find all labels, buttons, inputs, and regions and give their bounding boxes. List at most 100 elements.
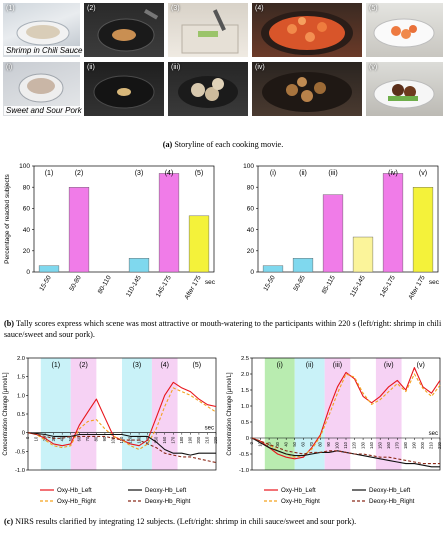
scene-label: (4) bbox=[165, 170, 174, 177]
x-tick-label: 15-50 bbox=[38, 274, 53, 292]
scene-band-label: (2) bbox=[79, 362, 88, 369]
scene-band bbox=[324, 358, 351, 470]
y-tick-label: 2.0 bbox=[17, 356, 25, 362]
legend-label: Oxy-Hb_Right bbox=[281, 498, 320, 505]
series-line bbox=[251, 437, 440, 465]
y-tick-label: 100 bbox=[243, 163, 254, 170]
bar bbox=[68, 187, 90, 273]
photo-bowl-pork bbox=[18, 73, 64, 103]
caption-letter: (c) bbox=[4, 517, 14, 526]
x-tick-label: 50-80 bbox=[68, 274, 83, 292]
x-tick-label: 70 bbox=[85, 436, 90, 441]
x-tick-label: 140 bbox=[369, 441, 374, 449]
scene-number: (i) bbox=[6, 64, 13, 71]
x-tick-label: 80 bbox=[318, 441, 323, 446]
x-tick-label: 80 bbox=[94, 436, 99, 441]
x-unit-label: sec bbox=[429, 279, 440, 286]
x-tick-label: 80-110 bbox=[97, 274, 113, 295]
legend-label: Oxy-Hb_Right bbox=[57, 498, 96, 505]
x-tick-label: 60 bbox=[300, 441, 305, 446]
plot-frame bbox=[33, 165, 215, 273]
x-tick-label: 40 bbox=[59, 436, 64, 441]
scene-number: (iv) bbox=[255, 64, 265, 71]
scene-number: (3) bbox=[171, 5, 180, 12]
legend-label: Deoxy-Hb_Right bbox=[145, 498, 191, 505]
y-tick-label: 0 bbox=[26, 269, 30, 276]
photo-bowl-shrimp bbox=[16, 20, 70, 46]
x-tick-label: 190 bbox=[412, 441, 417, 449]
scene-number: (4) bbox=[255, 5, 264, 12]
y-tick-label: 80 bbox=[247, 184, 255, 191]
y-tick-label: 40 bbox=[23, 227, 31, 234]
scene-band-label: (4) bbox=[160, 362, 169, 369]
y-tick-label: 0 bbox=[246, 436, 249, 442]
row-label-shrimp: Shrimp in Chili Sauce bbox=[4, 46, 85, 55]
x-tick-label: 30 bbox=[275, 441, 280, 446]
legend-label: Deoxy-Hb_Left bbox=[369, 487, 411, 494]
scene-band-label: (ii) bbox=[306, 362, 314, 369]
bar bbox=[412, 187, 434, 273]
series-line bbox=[27, 432, 216, 456]
photo-frame: (2) bbox=[84, 3, 164, 57]
x-tick-label: 10 bbox=[258, 441, 263, 446]
y-tick-label: 20 bbox=[23, 248, 31, 255]
x-tick-label: 115-145 bbox=[349, 274, 367, 298]
photo-frame: (v) bbox=[366, 62, 443, 116]
x-tick-label: 200 bbox=[196, 436, 201, 444]
scene-band bbox=[151, 358, 178, 470]
scene-label: (iv) bbox=[388, 170, 398, 177]
series-line bbox=[27, 432, 217, 464]
scene-band bbox=[122, 358, 152, 470]
x-unit-label: sec bbox=[205, 426, 214, 432]
x-tick-label: 150 bbox=[377, 441, 382, 449]
scene-number: (iii) bbox=[171, 64, 181, 71]
x-tick-label: 130 bbox=[360, 441, 365, 449]
scene-band-label: (iii) bbox=[333, 362, 342, 369]
y-tick-label: -1.0 bbox=[239, 468, 249, 474]
y-tick-label: 20 bbox=[247, 248, 255, 255]
x-tick-label: 220 bbox=[437, 441, 442, 449]
scene-number: (ii) bbox=[87, 64, 95, 71]
scene-number: (v) bbox=[369, 64, 378, 71]
y-tick-label: 60 bbox=[23, 206, 31, 213]
scene-band-label: (1) bbox=[51, 362, 60, 369]
x-tick-label: 70 bbox=[309, 441, 314, 446]
x-tick-label: 160 bbox=[386, 441, 391, 449]
x-tick-label: 50 bbox=[68, 436, 73, 441]
y-tick-label: 1.5 bbox=[241, 388, 249, 394]
x-tick-label: 220 bbox=[213, 436, 218, 444]
photo-plated-shrimp bbox=[373, 18, 435, 48]
x-tick-label: 150 bbox=[153, 436, 158, 444]
x-unit-label: sec bbox=[205, 279, 216, 286]
caption-text: NIRS results clarified by integrating 12… bbox=[13, 517, 357, 526]
photo-frying-pork bbox=[178, 76, 238, 108]
photo-shrimp-in-pan bbox=[261, 11, 353, 55]
y-tick-label: -0.5 bbox=[15, 449, 25, 455]
photo-pan-frying bbox=[97, 8, 159, 52]
x-tick-label: 180 bbox=[179, 436, 184, 444]
bar bbox=[158, 173, 180, 273]
bar bbox=[262, 265, 284, 273]
y-axis-label: Concentration Change [μmol/L] bbox=[3, 372, 9, 456]
line-chart-shrimp: (1) (2) (3) (4) (5) Concentration Change [μmo… bbox=[3, 356, 218, 505]
scene-label: (v) bbox=[419, 170, 427, 177]
y-tick-label: 0.5 bbox=[17, 412, 25, 418]
x-tick-label: 160 bbox=[162, 436, 167, 444]
bar bbox=[38, 265, 60, 273]
bar bbox=[128, 258, 150, 273]
y-axis-label: Concentration Change [μmol/L] bbox=[227, 372, 233, 456]
x-tick-label: 85-115 bbox=[321, 274, 337, 295]
photo-frame: (iii) bbox=[168, 62, 248, 116]
legend-label: Oxy-Hb_Left bbox=[57, 487, 92, 494]
bar bbox=[292, 258, 314, 273]
bar bbox=[352, 236, 374, 273]
photo-cutting-board bbox=[181, 9, 239, 54]
x-tick-label: 120 bbox=[352, 441, 357, 449]
caption-letter: (b) bbox=[4, 319, 15, 328]
photo-pork-wok bbox=[262, 72, 352, 112]
legend-label: Deoxy-Hb_Right bbox=[369, 498, 415, 505]
x-tick-label: 50-85 bbox=[292, 274, 307, 292]
scene-band-label: (iv) bbox=[384, 362, 394, 369]
legend-label: Deoxy-Hb_Left bbox=[145, 487, 187, 494]
x-tick-label: After 175 bbox=[183, 274, 202, 301]
